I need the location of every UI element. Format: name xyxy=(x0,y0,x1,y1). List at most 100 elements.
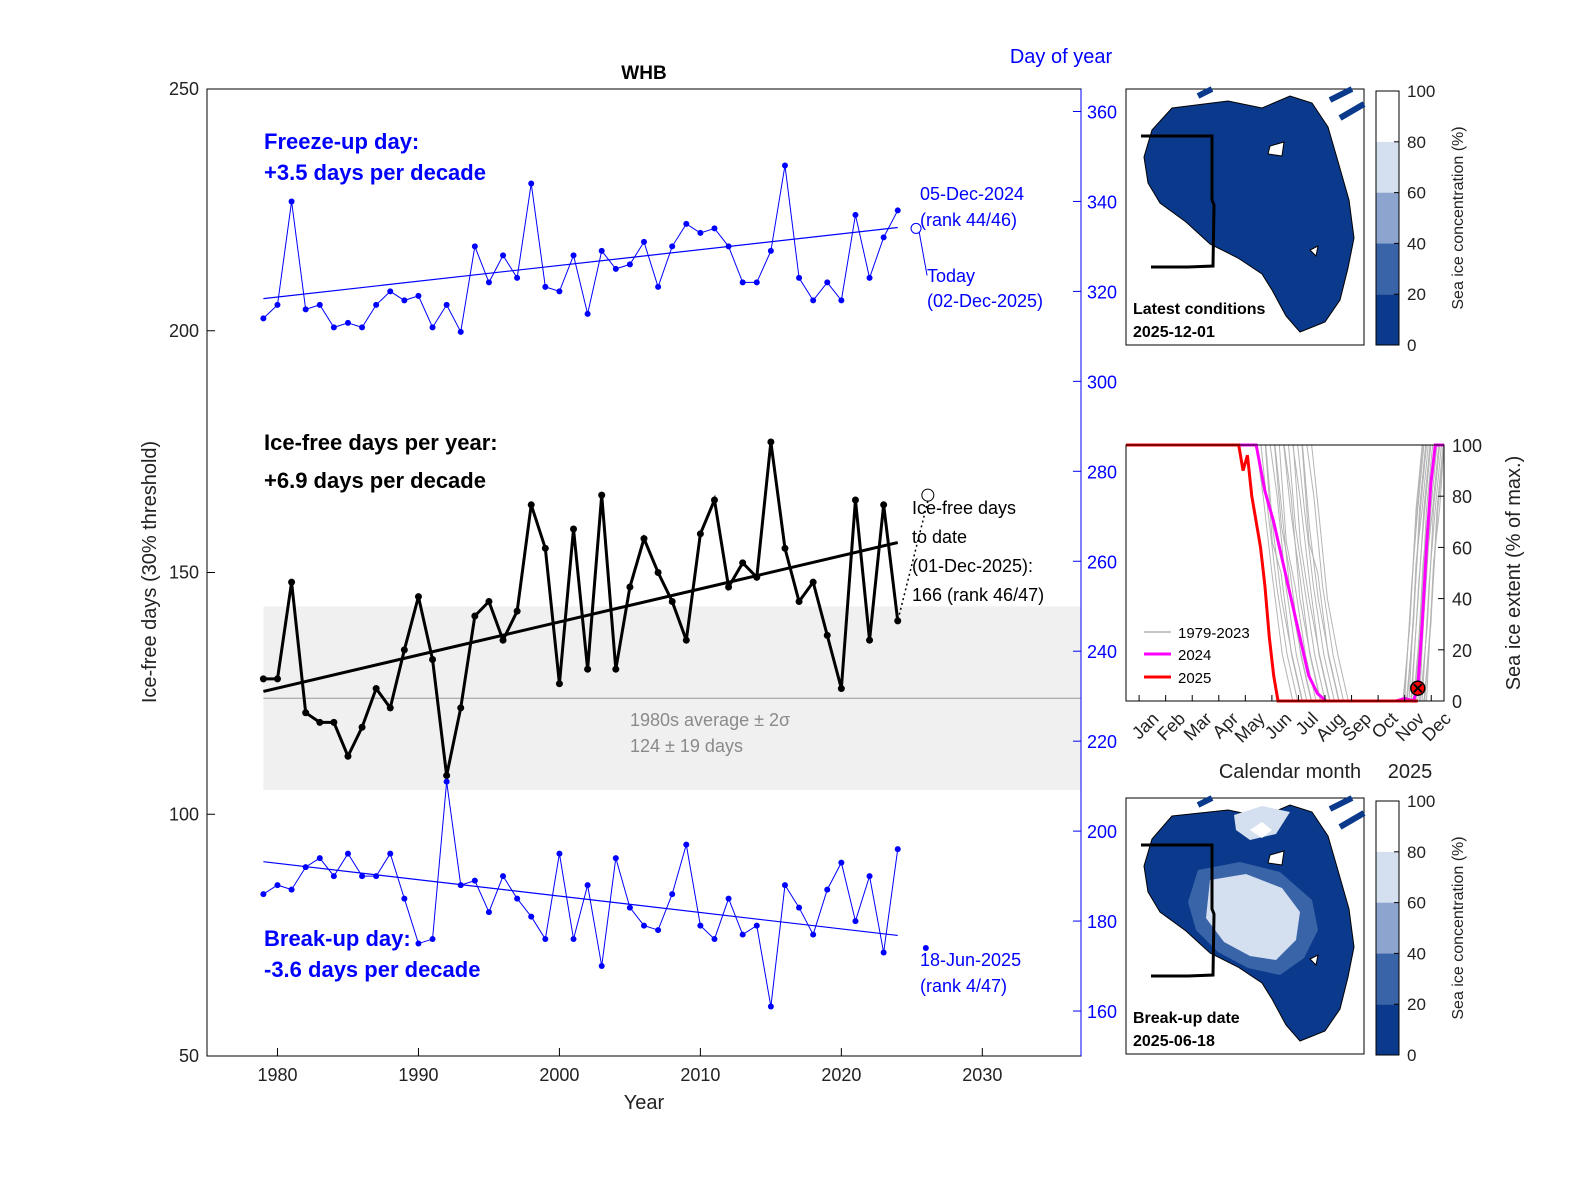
freeze-label-rank: (rank 44/46) xyxy=(920,210,1017,230)
icefree-point xyxy=(485,598,493,606)
breakup-point xyxy=(796,904,803,911)
breakup-point xyxy=(401,895,408,902)
legend-2025-label: 2025 xyxy=(1178,670,1211,687)
icefree-point xyxy=(273,675,281,683)
icefree-point xyxy=(795,598,803,606)
freeze-point xyxy=(415,292,422,299)
y-axis-label: Ice-free days (30% threshold) xyxy=(139,441,161,703)
main-title: WHB xyxy=(621,63,666,84)
icefree-point xyxy=(316,718,324,726)
breakup-title: Break-up day: xyxy=(264,926,411,951)
breakup-point xyxy=(810,931,817,938)
icefree-point xyxy=(739,559,747,567)
colorbar-segment xyxy=(1376,294,1399,345)
breakup-point xyxy=(781,882,788,889)
breakup-point xyxy=(753,922,760,929)
freeze-point xyxy=(669,243,676,250)
breakup-point xyxy=(725,895,732,902)
freeze-point xyxy=(612,265,619,272)
freeze-point xyxy=(457,328,464,335)
freeze-point xyxy=(739,279,746,286)
icefree-point xyxy=(654,569,662,576)
icefree-point xyxy=(570,525,578,533)
extent-y-label: Sea ice extent (% of max.) xyxy=(1503,456,1525,691)
colorbar-tick-label: 20 xyxy=(1407,285,1426,304)
icefree-point xyxy=(555,680,563,688)
todate-label-2: to date xyxy=(912,527,967,547)
icefree-point xyxy=(696,530,704,538)
map1-island-small xyxy=(1309,245,1319,258)
y2-tick-label: 360 xyxy=(1087,102,1117,122)
freeze-point xyxy=(387,288,394,295)
breakup-point xyxy=(485,909,492,916)
extent-current-cross xyxy=(1413,683,1423,693)
breakup-point xyxy=(711,936,718,943)
y-tick-label: 250 xyxy=(169,79,199,99)
icefree-point xyxy=(499,636,507,644)
icefree-point xyxy=(259,675,267,683)
freeze-label-date: 05-Dec-2024 xyxy=(920,184,1024,204)
freeze-point xyxy=(302,306,309,313)
freeze-point xyxy=(697,229,704,236)
y2-tick-label: 320 xyxy=(1087,282,1117,302)
todate-label-4: 166 (rank 46/47) xyxy=(912,585,1044,605)
map1-caption-2: 2025-12-01 xyxy=(1133,324,1215,341)
x-tick-label: 2020 xyxy=(821,1065,861,1085)
colorbar-segment xyxy=(1376,192,1399,244)
icefree-point xyxy=(344,752,352,760)
icefree-point xyxy=(668,598,676,606)
icefree-point xyxy=(584,665,592,673)
map1-sea-ice xyxy=(1143,95,1355,333)
x-tick-label: 2000 xyxy=(539,1065,579,1085)
breakup-point xyxy=(373,873,380,880)
breakup-point xyxy=(767,1003,774,1010)
freeze-point xyxy=(711,225,718,232)
y2-tick-label: 300 xyxy=(1087,372,1117,392)
x-tick-label: 1980 xyxy=(257,1065,297,1085)
colorbar-tick-label: 100 xyxy=(1407,82,1435,101)
breakup-point xyxy=(683,841,690,848)
icefree-point xyxy=(541,544,549,552)
extent-chart: 020406080100JanFebMarAprMayJunJulAugSepO… xyxy=(1125,436,1525,783)
breakup-point xyxy=(570,936,577,943)
icefree-point xyxy=(837,685,845,693)
extent-x-label: Calendar month xyxy=(1219,761,1361,783)
breakup-point xyxy=(542,936,549,943)
icefree-point xyxy=(753,573,761,581)
icefree-point xyxy=(598,491,606,499)
icefree-point xyxy=(809,578,817,586)
freeze-point xyxy=(584,310,591,317)
breakup-point xyxy=(669,891,676,898)
main-chart: 1980 1990 2000 2010 2020 2030 50 100 150 200 250 16… xyxy=(139,46,1117,1114)
today-label: Today xyxy=(927,266,975,286)
freeze-point xyxy=(641,238,647,245)
icefree-point xyxy=(851,496,859,504)
breakup-point xyxy=(330,873,337,880)
legend-hist-label: 1979-2023 xyxy=(1178,625,1250,642)
freeze-current-marker xyxy=(910,222,922,234)
freeze-point xyxy=(824,279,831,286)
icefree-point xyxy=(527,501,535,509)
icefree-trend-line xyxy=(263,541,899,693)
breakup-label-date: 18-Jun-2025 xyxy=(920,950,1021,970)
y-tick-label: 200 xyxy=(169,321,199,341)
y-tick-label: 100 xyxy=(169,804,199,824)
icefree-point xyxy=(414,593,422,601)
freeze-point xyxy=(725,243,732,250)
y2-tick-label: 160 xyxy=(1087,1002,1117,1022)
breakup-point xyxy=(626,904,633,911)
breakup-point xyxy=(880,949,887,956)
breakup-point xyxy=(824,886,831,893)
colorbar-frame xyxy=(1375,800,1400,1056)
icefree-point xyxy=(767,438,775,446)
icefree-point xyxy=(429,656,437,664)
freeze-trend: +3.5 days per decade xyxy=(264,160,486,185)
icefree-point xyxy=(612,665,620,673)
colorbar-tick-label: 60 xyxy=(1407,894,1426,913)
breakup-trend: -3.6 days per decade xyxy=(264,957,480,982)
extent-axes-box xyxy=(1125,444,1445,702)
y2-tick-label: 180 xyxy=(1087,912,1117,932)
y2-tick-label: 200 xyxy=(1087,822,1117,842)
extent-y-tick-label: 100 xyxy=(1452,436,1482,456)
breakup-point xyxy=(500,873,507,880)
